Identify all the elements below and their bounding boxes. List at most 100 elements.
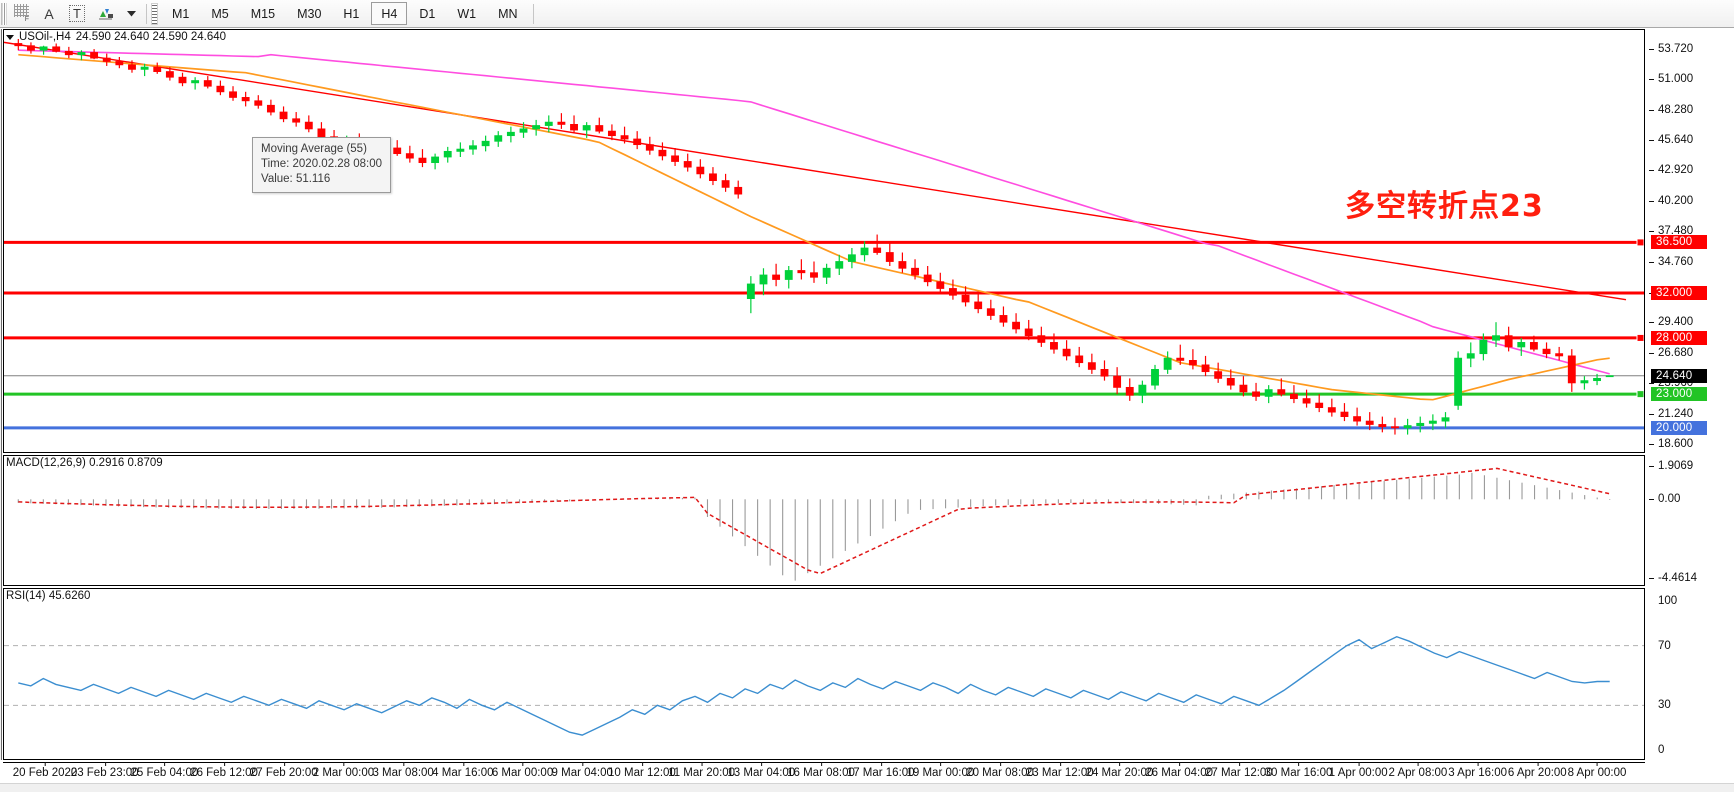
time-label-20: 27 Mar 12:00 <box>1204 762 1273 779</box>
price-tick-29-400: 29.400 <box>1648 316 1693 328</box>
chart-area: USOil-,H4 24.590 24.640 24.590 24.640 MA… <box>0 29 1734 792</box>
rsi-chart-svg <box>4 635 1644 736</box>
time-label-13: 16 Mar 08:00 <box>787 762 855 779</box>
price-badge-28000[interactable]: 28.000 <box>1651 330 1707 345</box>
crosshair-grid-icon <box>13 4 29 17</box>
timeframe-m5[interactable]: M5 <box>211 6 229 21</box>
time-axis[interactable]: 20 Feb 2020 23 Feb 23:00 25 Feb 04:00 26 Fe… <box>3 762 1645 784</box>
rsi-tick-30: 30 <box>1658 699 1671 712</box>
macd-tick-1: 0.00 <box>1648 493 1680 505</box>
text-a-icon: A <box>44 5 54 22</box>
price-tick-34-760: 34.760 <box>1648 256 1693 268</box>
objects-dropdown-button[interactable] <box>122 2 141 26</box>
timeframe-mn[interactable]: MN <box>498 6 518 21</box>
timeframe-d1[interactable]: D1 <box>419 6 436 21</box>
time-label-8: 6 Mar 00:00 <box>491 762 554 779</box>
rsi-tick-100: 100 <box>1658 594 1678 607</box>
time-label-24: 3 Apr 16:00 <box>1448 762 1508 779</box>
objects-tool-button[interactable] <box>92 2 120 26</box>
toolbar-grip[interactable] <box>1 2 7 25</box>
price-badge-20000[interactable]: 20.000 <box>1651 420 1707 435</box>
symbol-ohlc: 24.590 24.640 24.590 24.640 <box>75 31 227 43</box>
timeframe-m1[interactable]: M1 <box>172 6 190 21</box>
horizontal-scrollbar[interactable] <box>0 783 1734 792</box>
time-label-10: 10 Mar 12:00 <box>608 762 676 779</box>
time-label-5: 2 Mar 00:00 <box>312 762 375 779</box>
macd-axis[interactable]: 1.9069 0.00 -4.4614 <box>1648 455 1734 586</box>
time-label-1: 23 Feb 23:00 <box>70 762 139 779</box>
macd-tick-2: -4.4614 <box>1648 572 1697 584</box>
text-tool-button[interactable]: A <box>36 2 62 26</box>
rsi-axis[interactable]: 100 70 30 0 <box>1648 588 1734 760</box>
text-label-icon: T <box>69 5 85 22</box>
time-label-26: 8 Apr 00:00 <box>1567 762 1627 779</box>
price-tick-37-480: 37.480 <box>1648 225 1693 237</box>
price-tick-21-240: 21.240 <box>1648 408 1693 420</box>
timeframe-h1[interactable]: H1 <box>343 6 360 21</box>
timeframe-w1[interactable]: W1 <box>457 6 477 21</box>
time-label-18: 24 Mar 20:00 <box>1085 762 1154 779</box>
chart-annotation-text: 多空转折点23 <box>1345 189 1544 224</box>
price-badge-current[interactable]: 24.640 <box>1651 368 1707 383</box>
crosshair-tool-label: F <box>24 16 29 23</box>
crosshair-tool-button[interactable]: F <box>8 2 34 26</box>
price-badge-32000[interactable]: 32.000 <box>1651 285 1707 300</box>
price-tick-42-920: 42.920 <box>1648 164 1693 176</box>
price-tick-18-600: 18.600 <box>1648 438 1693 450</box>
time-label-2: 25 Feb 04:00 <box>130 762 199 779</box>
price-tick-45-640: 45.640 <box>1648 134 1693 146</box>
timeframe-h4[interactable]: H4 <box>371 2 408 25</box>
price-tick-51-000: 51.000 <box>1648 73 1693 85</box>
label-tool-button[interactable]: T <box>64 2 90 26</box>
time-label-11: 11 Mar 20:00 <box>668 762 736 779</box>
price-chart-svg <box>4 38 1644 435</box>
chart-left-edge <box>0 29 3 760</box>
time-label-19: 26 Mar 04:00 <box>1145 762 1214 779</box>
time-label-21: 30 Mar 16:00 <box>1264 762 1333 779</box>
time-label-4: 27 Feb 20:00 <box>249 762 318 779</box>
timeframe-grip[interactable] <box>151 2 158 25</box>
time-label-22: 1 Apr 00:00 <box>1328 762 1388 779</box>
timeframe-m15[interactable]: M15 <box>250 6 276 21</box>
timeframe-m30[interactable]: M30 <box>297 6 322 21</box>
tooltip-value: Value: 51.116 <box>261 173 331 185</box>
time-label-15: 19 Mar 00:00 <box>906 762 975 779</box>
time-label-6: 3 Mar 08:00 <box>372 762 434 779</box>
macd-chart-svg <box>17 467 1611 581</box>
moving-average-tooltip: Moving Average (55) Time: 2020.02.28 08:… <box>252 137 392 193</box>
shapes-icon <box>99 8 113 19</box>
rsi-indicator-label: RSI(14) 45.6260 <box>6 590 91 602</box>
time-label-3: 26 Feb 12:00 <box>190 762 258 779</box>
macd-pane[interactable] <box>3 455 1645 586</box>
price-badge-23000[interactable]: 23.000 <box>1651 387 1707 402</box>
price-pane[interactable] <box>3 29 1645 453</box>
time-label-25: 6 Apr 20:00 <box>1507 762 1567 779</box>
symbol-info-bar: USOil-,H4 24.590 24.640 24.590 24.640 <box>6 31 226 43</box>
time-label-23: 2 Apr 08:00 <box>1388 762 1448 779</box>
symbol-name: USOil-,H4 <box>19 31 71 43</box>
time-label-0: 20 Feb 2020 <box>12 762 78 779</box>
time-label-9: 9 Mar 04:00 <box>551 762 613 779</box>
time-label-14: 17 Mar 16:00 <box>846 762 915 779</box>
price-tick-53-720: 53.720 <box>1648 43 1693 55</box>
macd-indicator-label: MACD(12,26,9) 0.2916 0.8709 <box>6 457 163 469</box>
price-badge-36500[interactable]: 36.500 <box>1651 235 1707 250</box>
price-tick-48-280: 48.280 <box>1648 104 1693 116</box>
chart-toolbar: F A T M1 M5 M15 M30 H1 H4 D <box>0 0 1734 28</box>
rsi-tick-0: 0 <box>1658 744 1665 757</box>
chevron-down-icon <box>127 11 136 17</box>
price-tick-26-680: 26.680 <box>1648 347 1693 359</box>
time-label-17: 23 Mar 12:00 <box>1025 762 1094 779</box>
toolbar-separator <box>146 3 147 24</box>
price-axis[interactable]: 53.720 51.000 48.280 45.640 42.920 40.200 37.4… <box>1648 29 1734 453</box>
tooltip-title: Moving Average (55) <box>261 143 367 155</box>
time-label-16: 20 Mar 08:00 <box>966 762 1034 779</box>
rsi-tick-70: 70 <box>1658 639 1671 652</box>
price-tick-40-200: 40.200 <box>1648 195 1693 207</box>
time-label-12: 13 Mar 04:00 <box>727 762 796 779</box>
tooltip-time: Time: 2020.02.28 08:00 <box>261 158 383 170</box>
chevron-down-icon[interactable] <box>6 34 14 40</box>
macd-tick-0: 1.9069 <box>1648 460 1693 472</box>
rsi-pane[interactable] <box>3 588 1645 760</box>
